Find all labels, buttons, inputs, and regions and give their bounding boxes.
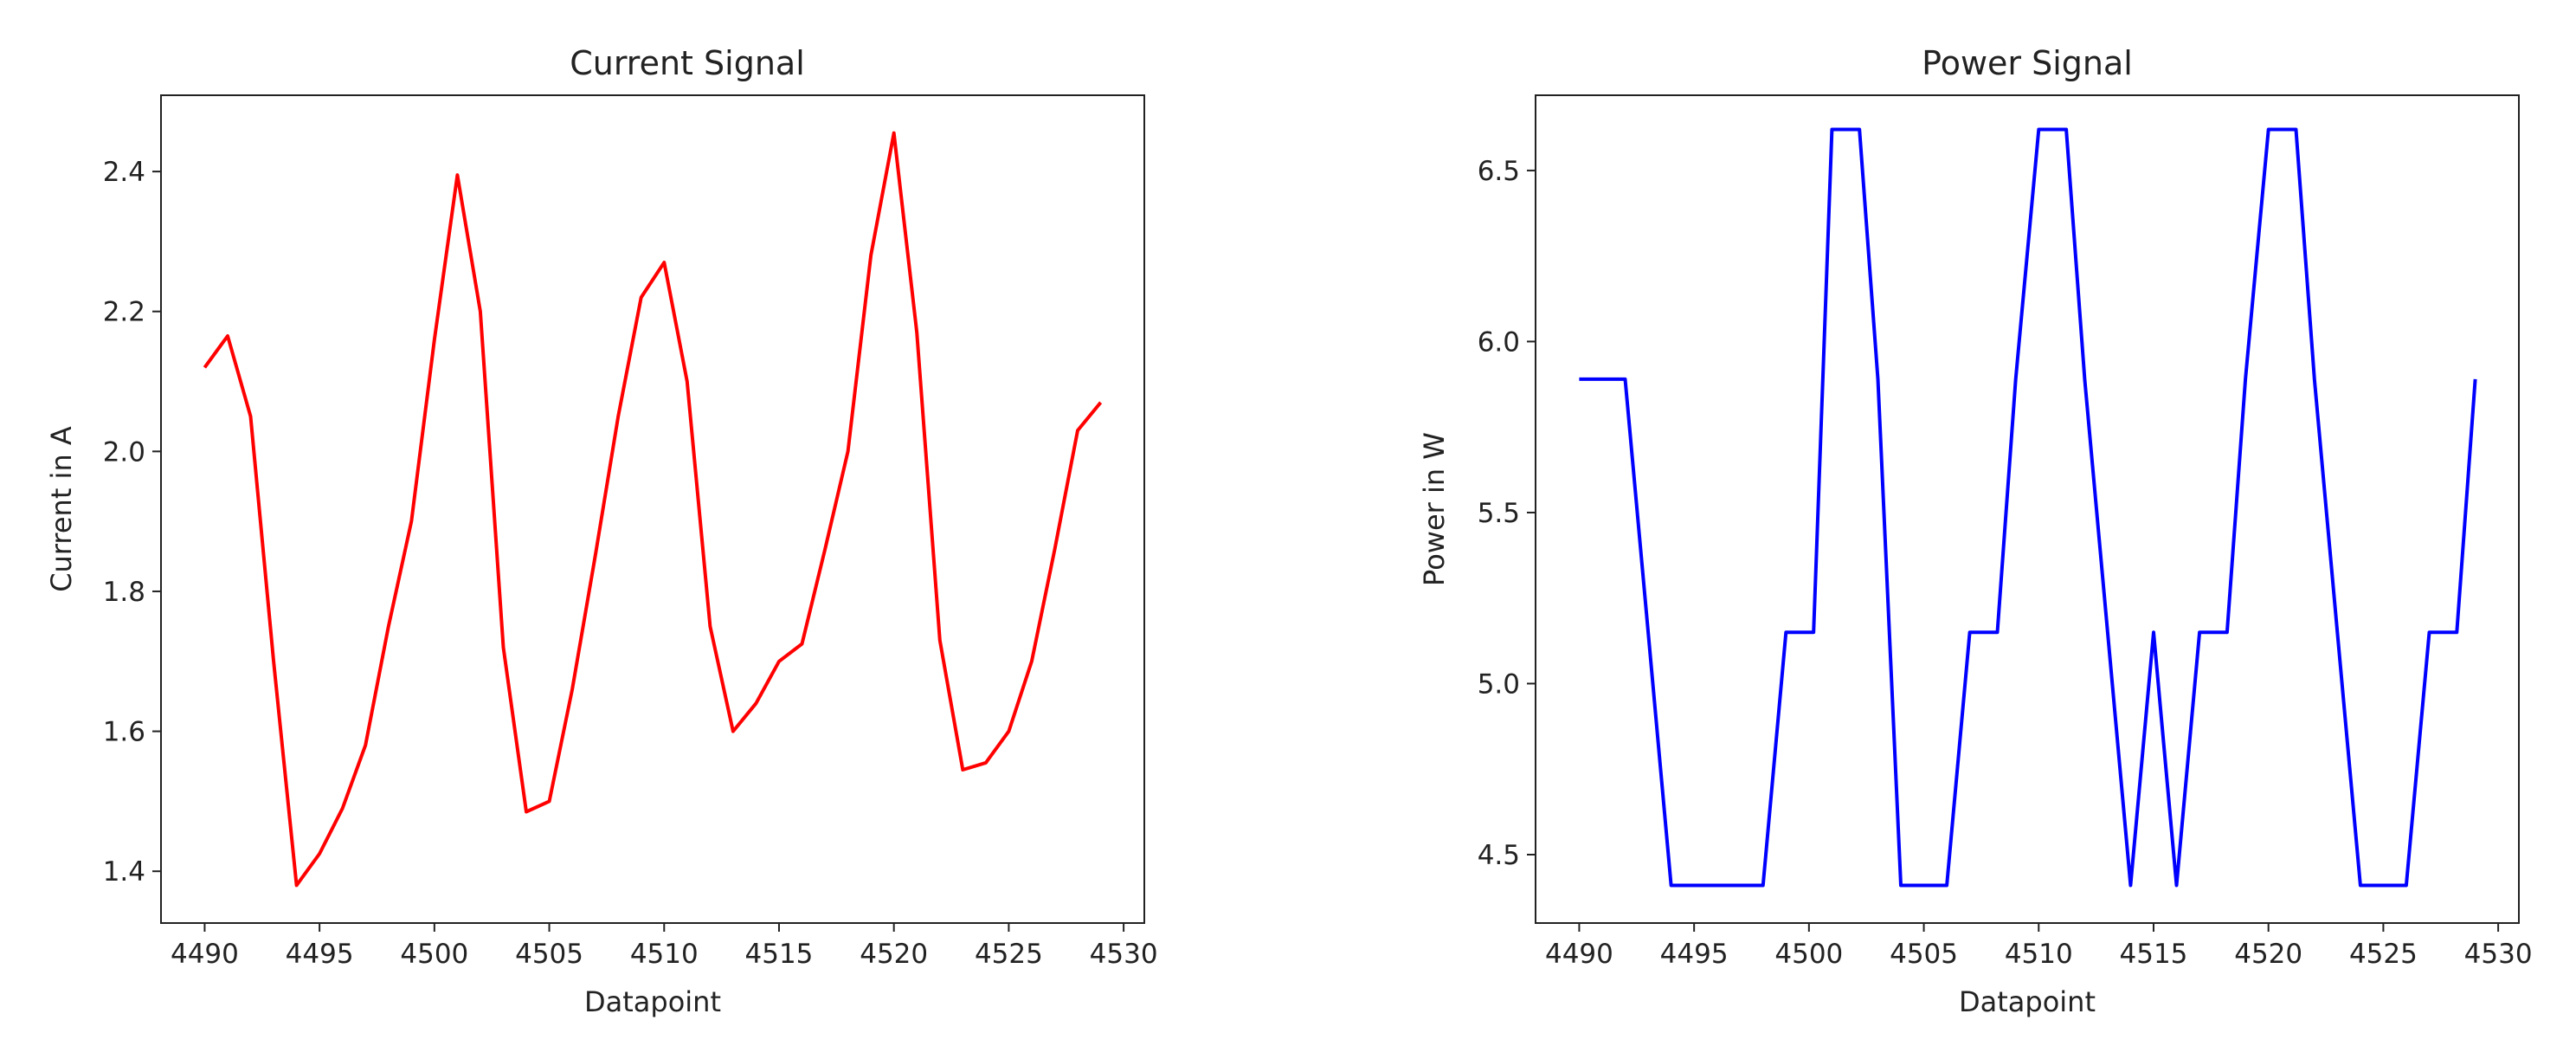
power-y-axis-label: Power in W	[1418, 432, 1451, 586]
power-y-tick-label: 5.0	[1478, 668, 1520, 700]
power-y-ticks: 4.5 5.0 5.5 6.0 6.5	[1478, 156, 1536, 871]
current-y-tick-label: 1.6	[103, 717, 145, 748]
power-y-tick-label: 4.5	[1478, 840, 1520, 871]
current-y-tick-label: 2.0	[103, 436, 145, 468]
power-x-tick-label: 4515	[2120, 939, 2188, 970]
current-x-tick-label: 4490	[171, 939, 239, 970]
power-x-tick-label: 4495	[1660, 939, 1729, 970]
power-x-tick-label: 4500	[1774, 939, 1843, 970]
power-y-tick-label: 6.0	[1478, 326, 1520, 358]
current-y-tick-label: 2.4	[103, 157, 145, 188]
current-x-tick-label: 4530	[1090, 939, 1158, 970]
current-chart-title: Current Signal	[570, 44, 805, 82]
current-x-tick-label: 4520	[860, 939, 928, 970]
current-signal-chart: Current Signal 4490 4495 4500 4505 4510 4515 4…	[45, 44, 1158, 1018]
power-x-tick-label: 4490	[1545, 939, 1613, 970]
current-x-axis-label: Datapoint	[584, 985, 721, 1018]
current-y-tick-label: 1.8	[103, 577, 145, 608]
current-x-tick-label: 4495	[286, 939, 354, 970]
current-x-tick-label: 4500	[400, 939, 468, 970]
current-y-axis-label: Current in A	[45, 426, 78, 592]
current-x-tick-label: 4515	[745, 939, 814, 970]
current-plot-frame	[160, 94, 1145, 924]
power-chart-title: Power Signal	[1922, 44, 2133, 82]
power-series-line	[1579, 127, 2477, 888]
power-x-tick-label: 4530	[2464, 939, 2533, 970]
power-x-tick-label: 4510	[2005, 939, 2073, 970]
power-x-axis-label: Datapoint	[1959, 985, 2096, 1018]
current-y-ticks: 1.4 1.6 1.8 2.0 2.2 2.4	[103, 157, 161, 888]
power-x-ticks: 4490 4495 4500 4505 4510 4515 4520 4525 4530	[1545, 923, 2533, 970]
power-y-tick-label: 5.5	[1478, 498, 1520, 529]
current-series-line	[203, 131, 1103, 888]
power-plot-frame	[1535, 94, 2520, 924]
power-x-tick-label: 4505	[1890, 939, 1958, 970]
current-y-tick-label: 1.4	[103, 856, 145, 888]
current-x-ticks: 4490 4495 4500 4505 4510 4515 4520 4525 4530	[171, 923, 1158, 970]
current-x-tick-label: 4525	[975, 939, 1043, 970]
power-x-tick-label: 4525	[2349, 939, 2418, 970]
power-signal-chart: Power Signal 4490 4495 4500 4505 4510 4515 452…	[1418, 44, 2533, 1018]
current-x-tick-label: 4505	[515, 939, 583, 970]
power-y-tick-label: 6.5	[1478, 156, 1520, 187]
current-y-tick-label: 2.2	[103, 297, 145, 328]
power-x-tick-label: 4520	[2234, 939, 2302, 970]
current-x-tick-label: 4510	[630, 939, 699, 970]
